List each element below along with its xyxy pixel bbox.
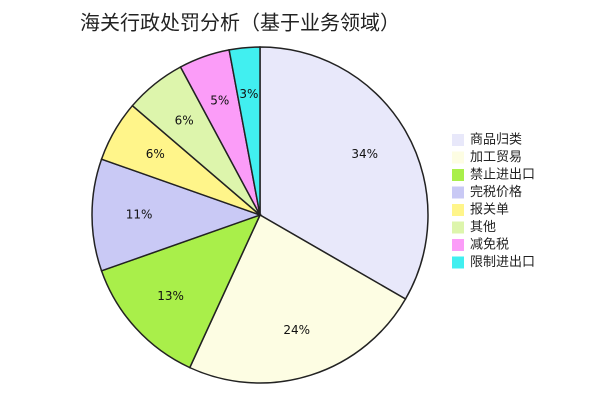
pie-slice	[100, 213, 262, 369]
data-label: 34%	[351, 147, 378, 161]
data-label: 24%	[283, 323, 310, 337]
data-label: 3%	[239, 87, 258, 101]
legend-swatch	[452, 204, 464, 216]
legend-swatch	[452, 239, 464, 251]
legend-label: 商品归类	[470, 133, 522, 148]
legend-label: 加工贸易	[470, 150, 522, 165]
legend-label: 报关单	[470, 203, 509, 218]
pie-slice	[259, 46, 429, 301]
legend-label: 限制进出口	[470, 255, 535, 270]
legend-swatch	[452, 256, 464, 269]
legend-swatch	[452, 221, 464, 234]
legend-label: 完税价格	[470, 184, 522, 200]
chart-title: 海关行政处罚分析（基于业务领域）	[80, 11, 400, 35]
legend-swatch	[452, 134, 464, 146]
legend-swatch	[452, 169, 464, 181]
data-label: 13%	[157, 289, 184, 303]
legend-label: 减免税	[470, 238, 509, 253]
data-label: 5%	[210, 93, 229, 107]
legend-swatch	[452, 151, 464, 164]
legend-label: 其他	[470, 220, 496, 235]
pie-slice	[188, 213, 407, 384]
legend-swatch	[452, 186, 464, 199]
legend-label: 禁止进出口	[470, 168, 535, 183]
data-label: 11%	[126, 208, 153, 222]
pie-slice	[91, 158, 263, 272]
data-label: 6%	[146, 147, 165, 161]
pie-slice	[228, 46, 261, 216]
data-label: 6%	[175, 113, 194, 127]
